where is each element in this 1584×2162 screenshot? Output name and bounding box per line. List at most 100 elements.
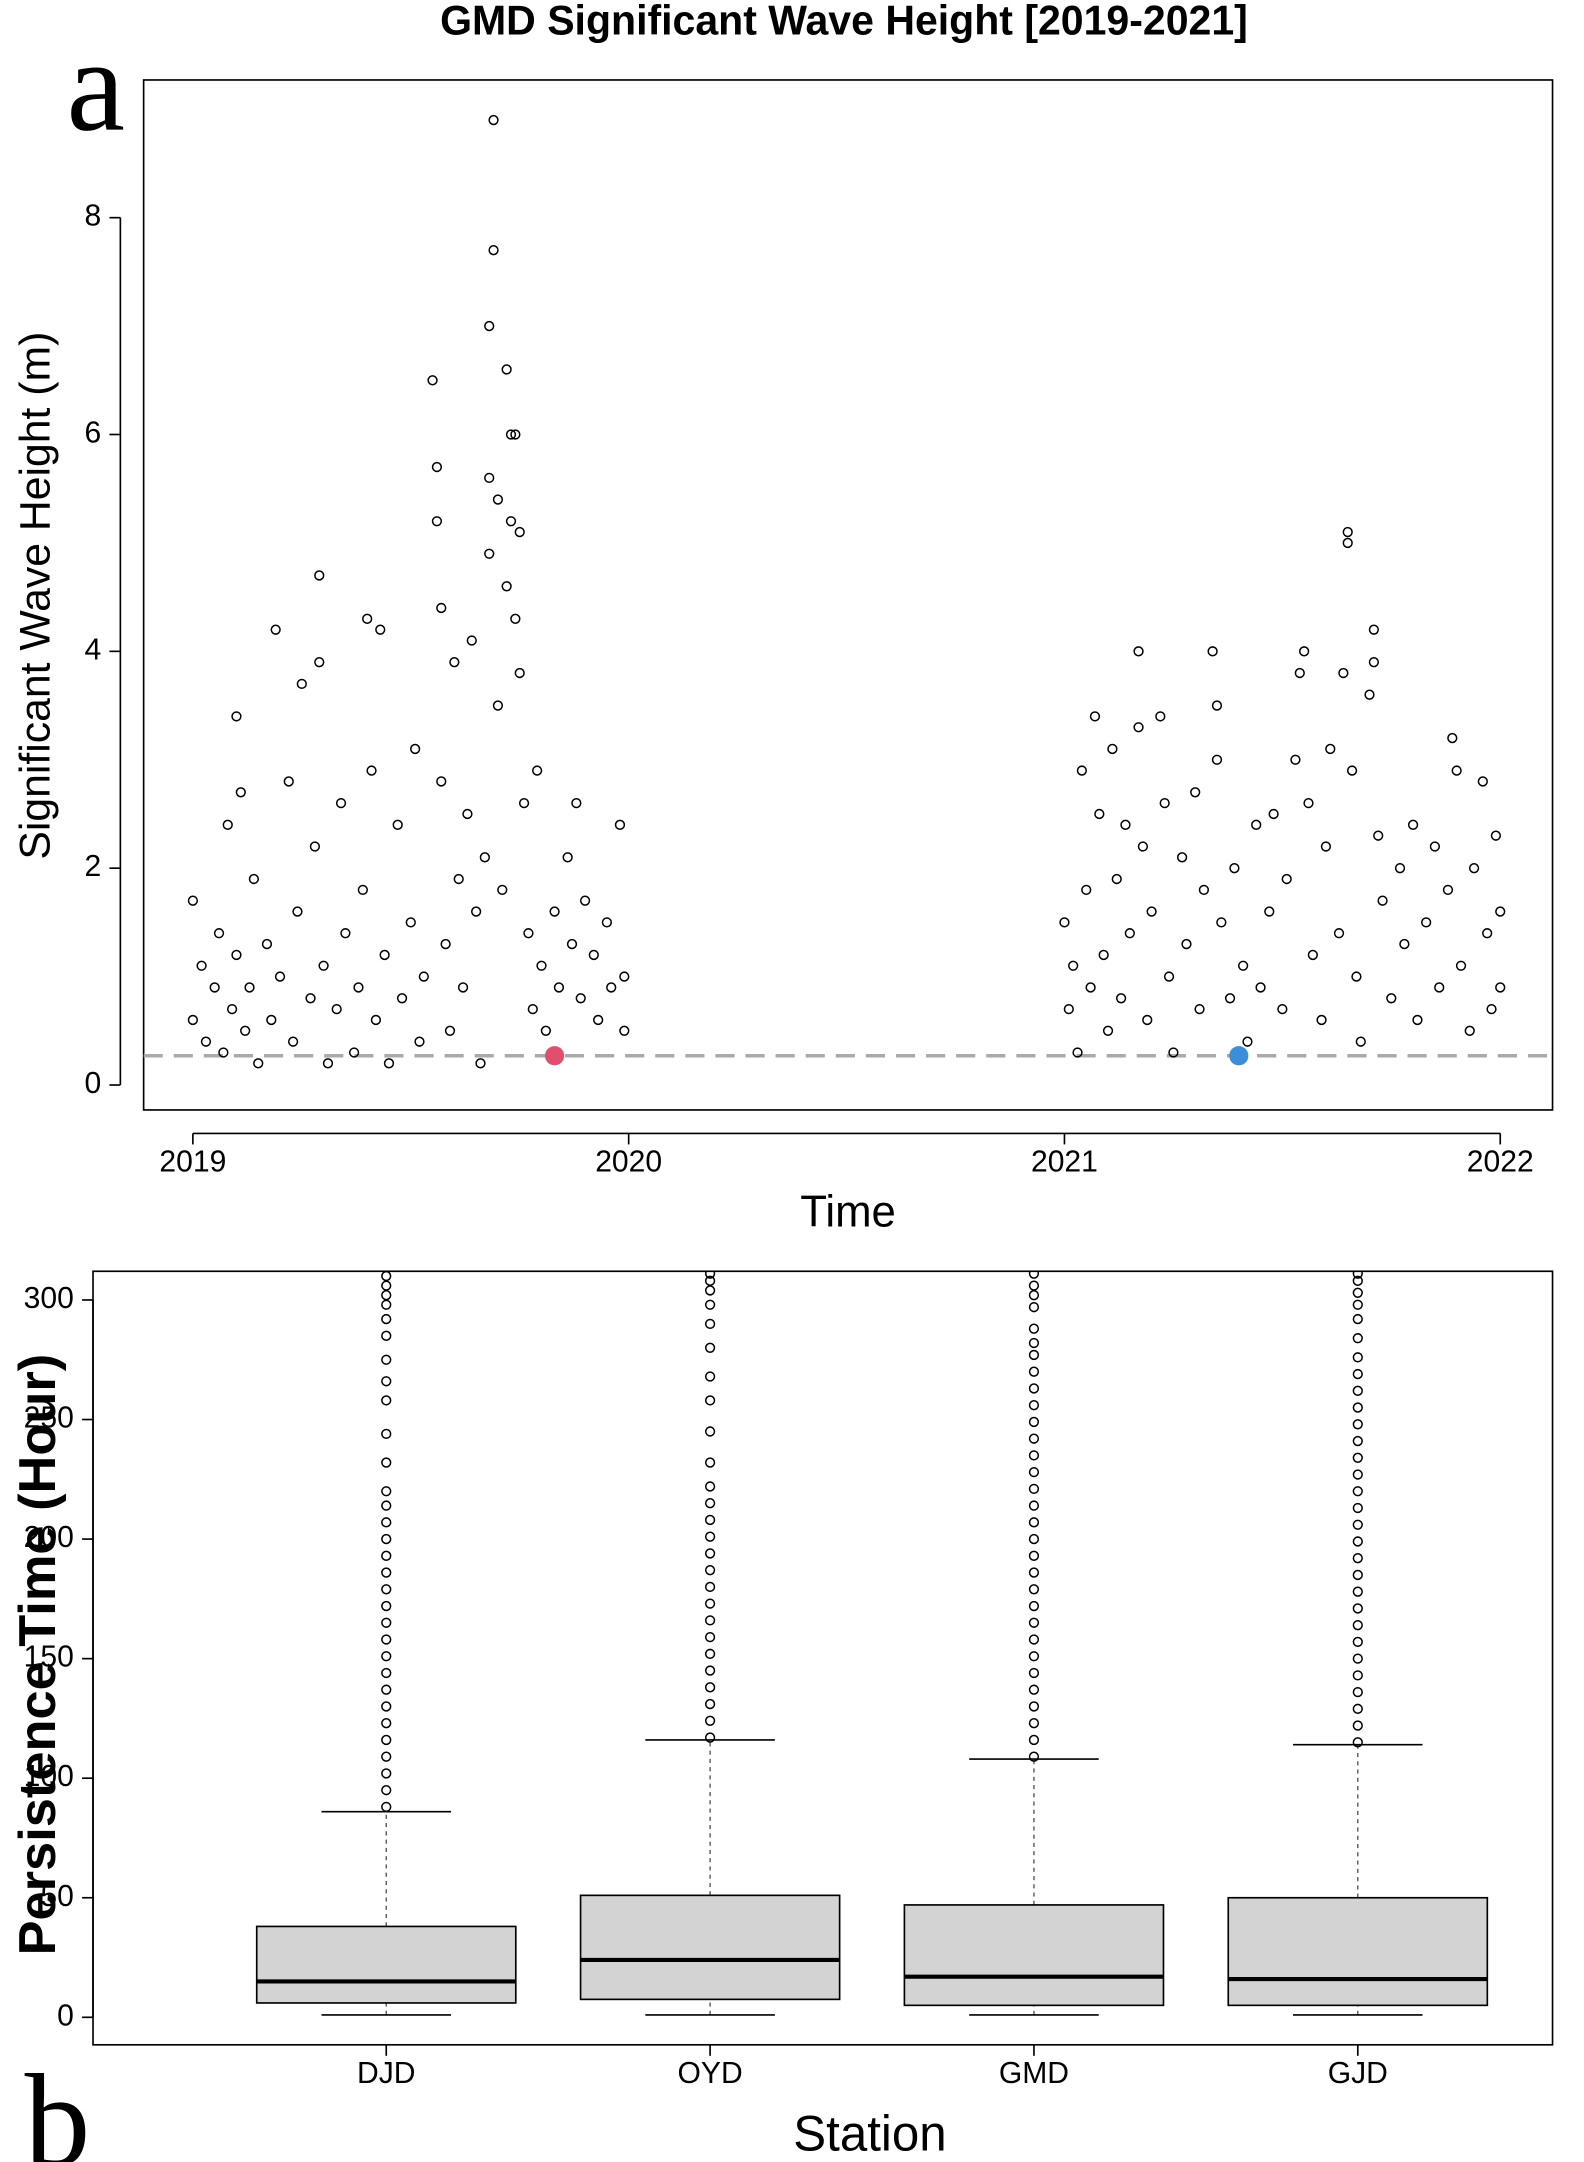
data-point bbox=[292, 906, 303, 917]
outlier bbox=[1028, 1634, 1040, 1645]
outlier bbox=[381, 1567, 392, 1578]
data-point bbox=[1268, 808, 1279, 820]
data-point bbox=[1316, 1014, 1327, 1026]
data-point bbox=[1338, 667, 1349, 679]
x-tick-label: 2021 bbox=[1031, 1146, 1098, 1179]
data-point bbox=[1224, 993, 1236, 1004]
data-point bbox=[1455, 960, 1467, 971]
data-point bbox=[1133, 722, 1144, 733]
data-point bbox=[545, 1046, 565, 1066]
data-point bbox=[1255, 982, 1266, 993]
outlier bbox=[1352, 1452, 1363, 1463]
box bbox=[255, 1925, 517, 2004]
data-point bbox=[1303, 797, 1314, 809]
outlier bbox=[1028, 1600, 1040, 1612]
plot-frame bbox=[142, 79, 1554, 1111]
data-point bbox=[322, 1058, 334, 1069]
data-point bbox=[418, 971, 429, 982]
x-tick-label: 2022 bbox=[1467, 1146, 1534, 1179]
outlier bbox=[1028, 1500, 1040, 1511]
data-point bbox=[240, 1025, 251, 1036]
data-point bbox=[553, 982, 565, 993]
data-point bbox=[314, 657, 325, 668]
outlier bbox=[1352, 1636, 1363, 1648]
data-point bbox=[405, 917, 416, 928]
data-point bbox=[1107, 743, 1118, 755]
data-point bbox=[1207, 646, 1218, 657]
data-point bbox=[1155, 711, 1166, 722]
data-point bbox=[235, 787, 246, 798]
outlier bbox=[704, 1457, 716, 1468]
outlier bbox=[1352, 1352, 1363, 1363]
outlier bbox=[704, 1564, 716, 1576]
outlier bbox=[381, 1667, 392, 1679]
data-point bbox=[501, 364, 512, 375]
data-point bbox=[1089, 711, 1101, 722]
data-point bbox=[1277, 1003, 1288, 1015]
data-point bbox=[1342, 537, 1353, 549]
data-point bbox=[497, 884, 508, 896]
outlier bbox=[704, 1342, 716, 1353]
chart-title: GMD Significant Wave Height [2019-2021] bbox=[440, 0, 1248, 43]
outlier bbox=[1352, 1419, 1363, 1430]
y-tick-label: 6 bbox=[84, 416, 101, 449]
data-point bbox=[287, 1036, 299, 1047]
data-point bbox=[1429, 841, 1441, 852]
data-point bbox=[266, 1014, 277, 1026]
outlier bbox=[1028, 1483, 1040, 1495]
data-point bbox=[1434, 982, 1445, 993]
data-point bbox=[187, 1014, 199, 1026]
data-point bbox=[231, 711, 242, 722]
outlier bbox=[381, 1701, 392, 1712]
outlier bbox=[704, 1285, 716, 1296]
outlier bbox=[1352, 1737, 1363, 1748]
data-point bbox=[1451, 765, 1462, 776]
data-point bbox=[1355, 1036, 1366, 1047]
outlier bbox=[1352, 1287, 1363, 1298]
data-point bbox=[1294, 667, 1305, 679]
data-point bbox=[593, 1014, 604, 1026]
data-point bbox=[1320, 841, 1332, 852]
y-tick-label: 8 bbox=[84, 200, 101, 233]
data-point bbox=[1102, 1025, 1114, 1036]
data-point bbox=[1495, 906, 1506, 917]
outlier bbox=[1352, 1519, 1363, 1530]
outlier bbox=[381, 1684, 392, 1695]
data-point bbox=[453, 873, 464, 885]
outlier bbox=[1028, 1400, 1040, 1411]
outlier bbox=[1028, 1290, 1040, 1301]
outlier bbox=[381, 1751, 392, 1762]
data-point bbox=[484, 472, 495, 484]
outlier bbox=[704, 1514, 716, 1526]
outlier bbox=[1352, 1670, 1363, 1681]
data-point bbox=[274, 971, 286, 982]
outlier bbox=[1028, 1301, 1040, 1313]
data-point bbox=[1281, 873, 1292, 885]
y-tick-label: 200 bbox=[24, 1521, 74, 1554]
outlier bbox=[381, 1718, 392, 1729]
outlier bbox=[1028, 1734, 1040, 1746]
data-point bbox=[523, 928, 534, 939]
outlier bbox=[704, 1498, 716, 1509]
data-point bbox=[414, 1036, 425, 1047]
data-point bbox=[1098, 949, 1109, 961]
outlier bbox=[381, 1271, 392, 1282]
data-point bbox=[366, 765, 377, 776]
outlier bbox=[1028, 1349, 1040, 1361]
data-point bbox=[318, 960, 329, 971]
outlier bbox=[1028, 1751, 1040, 1762]
outlier bbox=[1352, 1619, 1363, 1631]
data-point bbox=[436, 776, 447, 787]
data-point bbox=[1168, 1047, 1179, 1058]
data-point bbox=[1373, 830, 1384, 841]
data-point bbox=[484, 320, 495, 332]
y-tick-label: 0 bbox=[84, 1067, 101, 1100]
outlier bbox=[1028, 1366, 1040, 1377]
data-point bbox=[409, 743, 421, 755]
outlier bbox=[1028, 1667, 1040, 1679]
outlier bbox=[704, 1275, 716, 1287]
y-tick-label: 50 bbox=[40, 1880, 73, 1913]
data-point bbox=[1421, 917, 1432, 928]
data-point bbox=[1229, 1046, 1249, 1066]
